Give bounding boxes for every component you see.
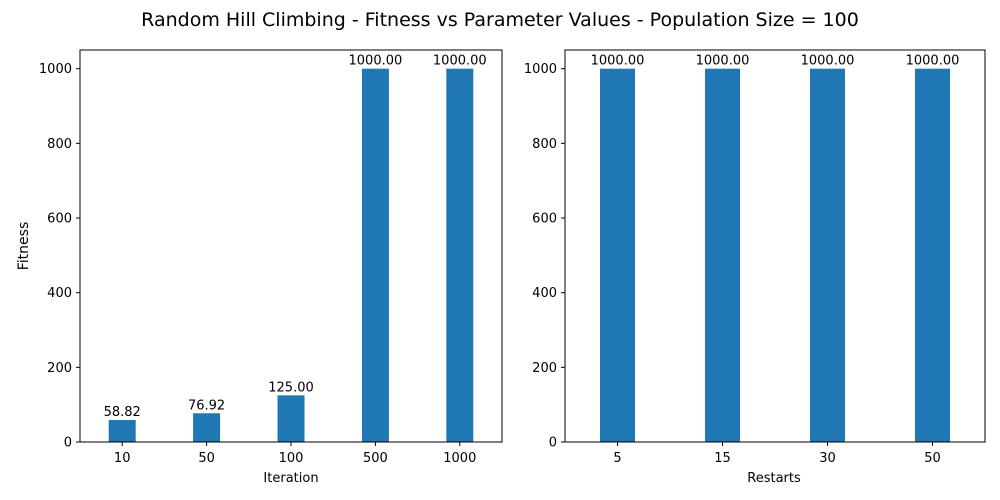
y-tick-label: 1000: [39, 62, 72, 77]
plot-frame: [564, 49, 986, 443]
x-tick-label: 100: [279, 451, 304, 466]
y-tick-label: 0: [64, 436, 72, 451]
x-axis-label: Restarts: [747, 471, 801, 486]
bar-500: [361, 68, 389, 443]
bar-5: [600, 68, 635, 443]
bar-value-label: 58.82: [104, 405, 141, 420]
x-tick-label: 10: [114, 451, 131, 466]
x-tick-label: 15: [714, 451, 731, 466]
y-tick-label: 200: [47, 361, 72, 376]
y-axis-label: Fitness: [16, 222, 32, 271]
y-tick-label: 600: [532, 212, 557, 227]
bar-1000: [446, 68, 474, 443]
bar-value-label: 1000.00: [696, 54, 750, 69]
y-tick-label: 1000: [524, 62, 557, 77]
bar-value-label: 1000.00: [591, 54, 645, 69]
x-tick-label: 30: [819, 451, 836, 466]
y-tick-label: 0: [549, 436, 557, 451]
y-tick-label: 200: [532, 361, 557, 376]
bar-100: [277, 395, 305, 442]
bar-50: [915, 68, 950, 443]
y-tick-label: 600: [47, 212, 72, 227]
figure-title: Random Hill Climbing - Fitness vs Parame…: [141, 9, 859, 31]
x-tick-label: 5: [613, 451, 621, 466]
y-tick-label: 800: [532, 137, 557, 152]
restarts-chart: Restarts 1000.00 1000.00 1000.00 1000.00 0 20…: [524, 49, 986, 486]
bar-50: [193, 413, 221, 442]
bar-value-label: 1000.00: [906, 54, 960, 69]
iteration-chart: Fitness Iteration 58.82 76.92 125.00 1000.0…: [16, 49, 503, 486]
bar-value-label: 1000.00: [349, 54, 403, 69]
bar-value-label: 1000.00: [801, 54, 855, 69]
bar-value-label: 76.92: [188, 398, 225, 413]
x-tick-label: 1000: [443, 451, 476, 466]
y-tick-label: 400: [47, 286, 72, 301]
x-tick-label: 50: [924, 451, 941, 466]
x-tick-label: 50: [198, 451, 215, 466]
x-axis-label: Iteration: [263, 471, 318, 486]
bar-value-label: 1000.00: [433, 54, 487, 69]
y-tick-label: 400: [532, 286, 557, 301]
y-tick-label: 800: [47, 137, 72, 152]
bar-10: [108, 420, 136, 442]
x-tick-label: 500: [363, 451, 388, 466]
bar-value-label: 125.00: [268, 380, 314, 395]
bar-15: [705, 68, 740, 443]
bar-30: [810, 68, 845, 443]
